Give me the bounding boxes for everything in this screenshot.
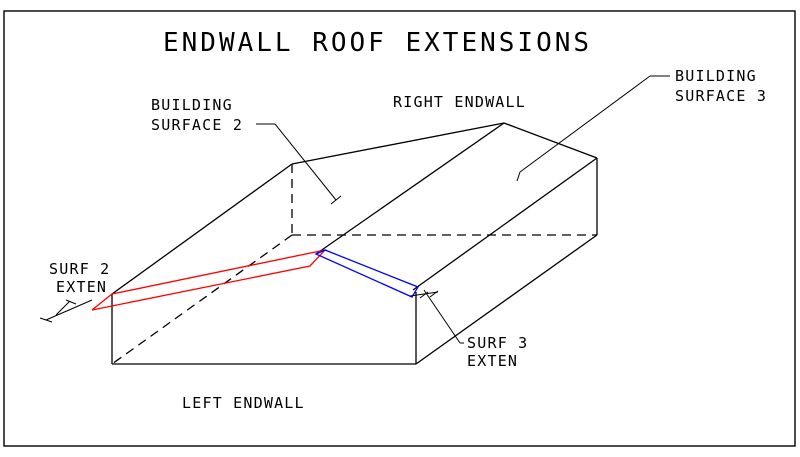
label-left-endwall: LEFT ENDWALL <box>182 394 305 412</box>
label-building-surface-2-l2: SURFACE 2 <box>151 116 243 134</box>
label-building-surface-3-l1: BUILDING <box>675 67 757 85</box>
label-right-endwall: RIGHT ENDWALL <box>393 93 526 111</box>
hidden-edges <box>111 164 597 365</box>
drawing-border <box>3 10 796 447</box>
building-outline <box>111 122 598 365</box>
label-building-surface-2-l1: BUILDING <box>151 96 233 114</box>
label-surf3-exten-l2: EXTEN <box>467 352 518 370</box>
surf2-extension <box>91 248 327 311</box>
label-surf3-exten-l1: SURF 3 <box>467 334 528 352</box>
label-surf2-exten-l2: EXTEN <box>56 278 107 296</box>
leader-surf2-exten <box>39 299 93 323</box>
label-building-surface-3-l2: SURFACE 3 <box>675 87 767 105</box>
leader-surf3-exten <box>409 289 464 344</box>
leader-building-surface-3 <box>516 75 670 182</box>
diagram-title: ENDWALL ROOF EXTENSIONS <box>163 28 592 58</box>
surf3-extension <box>314 249 419 298</box>
label-surf2-exten-l1: SURF 2 <box>49 260 110 278</box>
leader-building-surface-2 <box>256 123 342 205</box>
